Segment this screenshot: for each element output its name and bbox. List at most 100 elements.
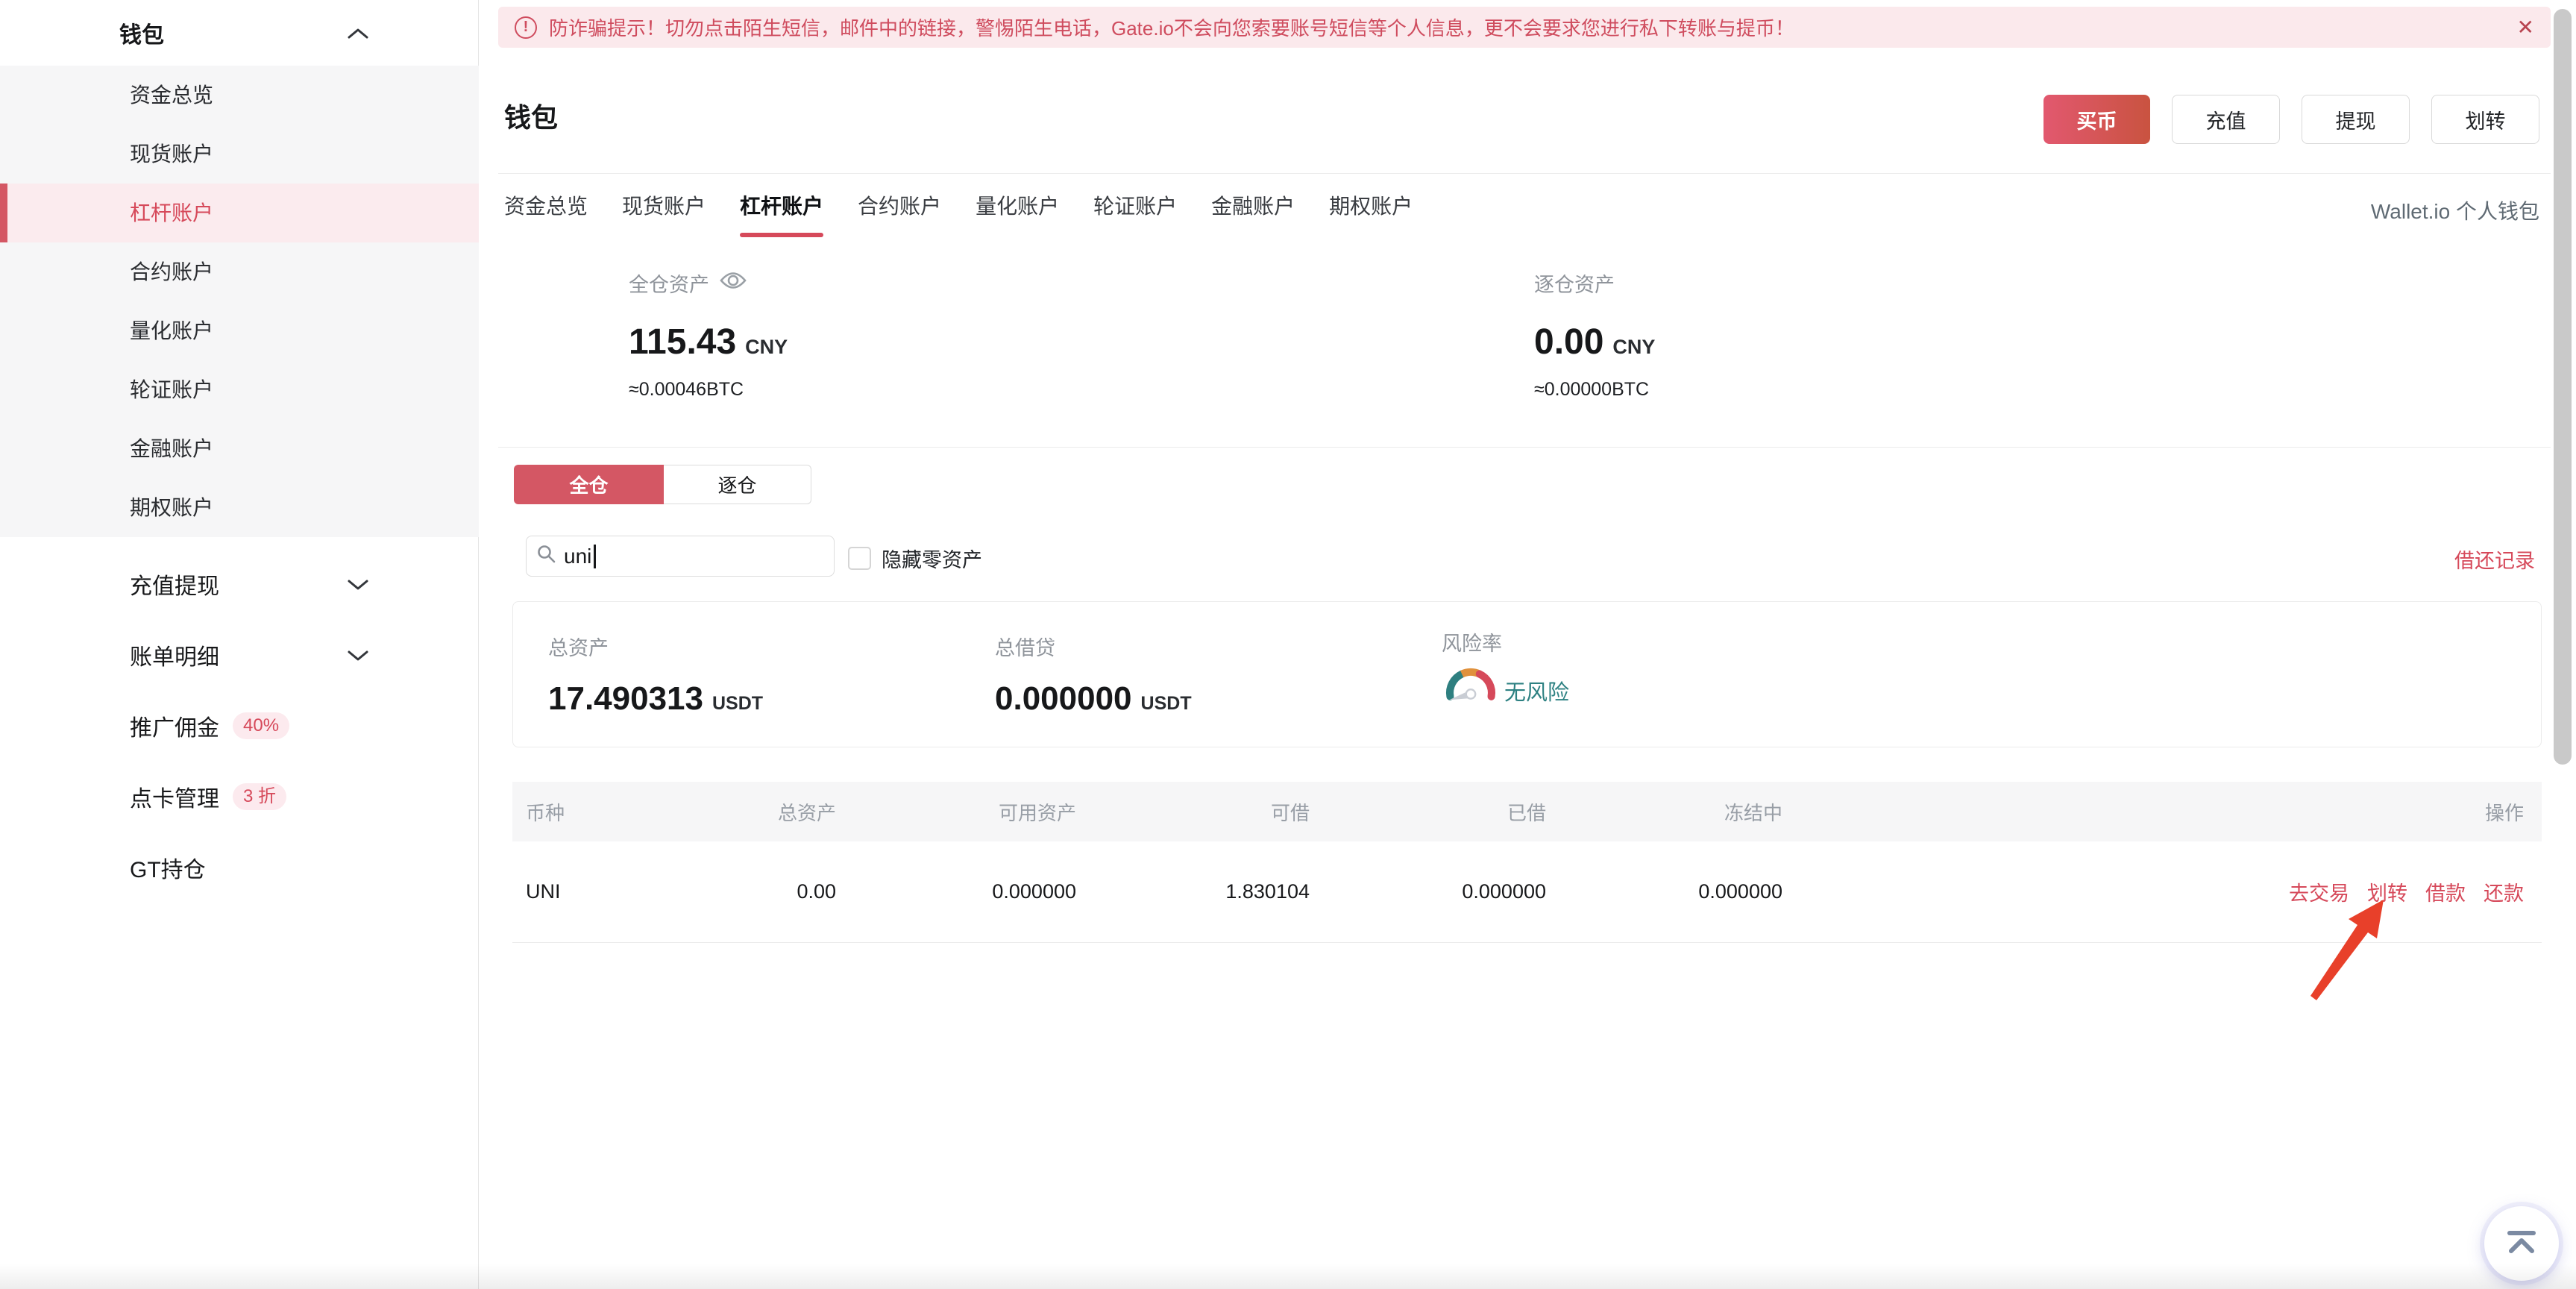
sidebar-item-point-card[interactable]: 点卡管理 3 折 [0,761,479,832]
cell-borrowed: 0.000000 [1462,880,1546,903]
tab-options-account[interactable]: 期权账户 [1329,195,1413,218]
isolated-asset-btc-approx: ≈0.00000BTC [1534,379,1650,400]
eye-icon[interactable] [720,272,747,295]
sidebar: 钱包 资金总览 现货账户 杠杆账户 合约账户 量化账户 轮证账户 金融账户 期权… [0,0,479,1289]
anti-fraud-banner: ! 防诈骗提示！切勿点击陌生短信，邮件中的链接，警惕陌生电话，Gate.io不会… [498,7,2551,48]
assets-table: 币种 总资产 可用资产 可借 已借 冻结中 操作 UNI 0.00 0.0000… [512,782,2542,943]
walletio-link[interactable]: Wallet.io 个人钱包 [2370,200,2539,223]
margin-mode-toggle: 全仓 逐仓 [514,465,811,504]
transfer-button[interactable]: 划转 [2431,95,2539,144]
col-borrowed: 已借 [1507,801,1546,824]
col-borrowable: 可借 [1270,801,1310,824]
sidebar-item-finance-account[interactable]: 金融账户 [130,437,214,460]
cell-borrowable: 1.830104 [1225,880,1310,903]
sidebar-item-referral-commission[interactable]: 推广佣金 40% [0,690,479,761]
scroll-top-icon [2504,1229,2539,1259]
section-divider [498,447,2551,448]
deposit-button[interactable]: 充值 [2172,95,2280,144]
filter-row: uni 隐藏零资产 借还记录 [479,536,2576,577]
sidebar-item-deposit-withdraw[interactable]: 充值提现 [0,548,479,619]
tab-finance-account[interactable]: 金融账户 [1211,195,1295,218]
cell-available: 0.000000 [992,880,1076,903]
margin-summary-card: 总资产 17.490313 USDT 总借贷 0.000000 USDT 风险率 [512,601,2542,747]
total-borrowed-value: 0.000000 [995,680,1132,717]
header-divider [498,173,2551,174]
sidebar-item-quant-account[interactable]: 量化账户 [130,319,214,342]
wallet-submenu: 资金总览 现货账户 杠杆账户 合约账户 量化账户 轮证账户 金融账户 期权账户 [0,66,479,537]
warning-icon: ! [515,16,537,39]
cell-frozen: 0.000000 [1698,880,1782,903]
header-buttons: 买币 充值 提现 划转 [2043,95,2539,144]
hide-zero-assets-control: 隐藏零资产 [848,544,982,573]
sidebar-item-warrant-account[interactable]: 轮证账户 [130,378,214,401]
sidebar-item-options-account[interactable]: 期权账户 [130,496,214,519]
col-frozen: 冻结中 [1724,801,1782,824]
sidebar-item-margin-account[interactable]: 杠杆账户 [0,184,479,242]
risk-rate-block: 风险率 无风险 [1442,627,1569,709]
sidebar-item-spot-account[interactable]: 现货账户 [130,142,214,166]
table-row: UNI 0.00 0.000000 1.830104 0.000000 0.00… [512,841,2542,943]
main-content: ! 防诈骗提示！切勿点击陌生短信，邮件中的链接，警惕陌生电话，Gate.io不会… [479,0,2576,1289]
borrow-link[interactable]: 借款 [2425,882,2466,905]
isolated-margin-toggle[interactable]: 逐仓 [664,465,811,504]
sidebar-item-futures-account[interactable]: 合约账户 [130,260,214,283]
cross-asset-btc-approx: ≈0.00046BTC [629,379,744,400]
tab-quant-account[interactable]: 量化账户 [976,195,1060,218]
sidebar-lower: 充值提现 账单明细 推广佣金 40% 点卡管理 3 折 GT持仓 [0,548,479,903]
col-actions: 操作 [2484,801,2524,824]
tab-warrant-account[interactable]: 轮证账户 [1093,195,1178,218]
sidebar-item-bill-details[interactable]: 账单明细 [0,619,479,690]
col-available: 可用资产 [998,801,1076,824]
cross-asset-block: 全仓资产 115.43 CNY ≈0.00046BTC [629,269,788,401]
hide-zero-checkbox[interactable] [848,547,871,570]
sidebar-label: 账单明细 [130,644,219,670]
page-title: 钱包 [504,102,559,133]
scroll-to-top-button[interactable] [2484,1206,2559,1281]
total-assets-unit: USDT [712,693,764,714]
tab-futures-account[interactable]: 合约账户 [858,195,942,218]
total-borrowed-block: 总借贷 0.000000 USDT [995,632,1192,718]
risk-gauge-icon [1442,664,1500,709]
buy-crypto-button[interactable]: 买币 [2043,95,2150,144]
repay-link[interactable]: 还款 [2484,882,2524,905]
withdraw-button[interactable]: 提现 [2302,95,2410,144]
sidebar-wallet-label: 钱包 [119,23,164,48]
sidebar-item-funds-overview[interactable]: 资金总览 [130,84,214,107]
sidebar-label: 充值提现 [130,574,219,599]
cross-asset-currency: CNY [745,336,788,358]
tab-spot-account[interactable]: 现货账户 [622,195,706,218]
isolated-asset-value: 0.00 [1534,322,1604,362]
total-borrowed-unit: USDT [1140,693,1192,714]
isolated-asset-block: 逐仓资产 0.00 CNY ≈0.00000BTC [1534,269,1655,401]
go-trade-link[interactable]: 去交易 [2289,882,2349,905]
sidebar-item-gt-holdings[interactable]: GT持仓 [0,832,479,903]
banner-text: 防诈骗提示！切勿点击陌生短信，邮件中的链接，警惕陌生电话，Gate.io不会向您… [549,17,1794,40]
borrow-repay-records-link[interactable]: 借还记录 [2454,550,2535,572]
search-input[interactable]: uni [526,536,835,577]
total-assets-block: 总资产 17.490313 USDT [548,632,763,718]
commission-badge: 40% [233,712,290,739]
cross-margin-toggle[interactable]: 全仓 [514,465,664,504]
hide-zero-label: 隐藏零资产 [882,549,982,571]
transfer-link[interactable]: 划转 [2367,882,2407,905]
sidebar-label: 点卡管理 [130,786,219,812]
cell-total: 0.00 [797,880,836,903]
search-input-value: uni [564,544,592,568]
col-total: 总资产 [777,801,836,824]
tab-margin-account[interactable]: 杠杆账户 [740,179,824,239]
point-card-badge: 3 折 [233,783,287,810]
sidebar-item-wallet[interactable]: 钱包 [0,0,478,66]
cross-asset-label: 全仓资产 [629,274,709,296]
isolated-asset-currency: CNY [1612,336,1656,358]
account-tabs: 资金总览 现货账户 杠杆账户 合约账户 量化账户 轮证账户 金融账户 期权账户 [504,179,1413,239]
risk-rate-label: 风险率 [1442,633,1502,655]
chevron-down-icon [348,642,368,668]
scrollbar-thumb[interactable] [2554,9,2572,765]
risk-status-text: 无风险 [1504,681,1570,705]
cell-coin: UNI [526,880,561,903]
sidebar-label: GT持仓 [130,857,206,882]
tab-funds-overview[interactable]: 资金总览 [504,195,588,218]
close-icon[interactable]: ✕ [2516,16,2534,39]
total-assets-value: 17.490313 [548,680,703,717]
